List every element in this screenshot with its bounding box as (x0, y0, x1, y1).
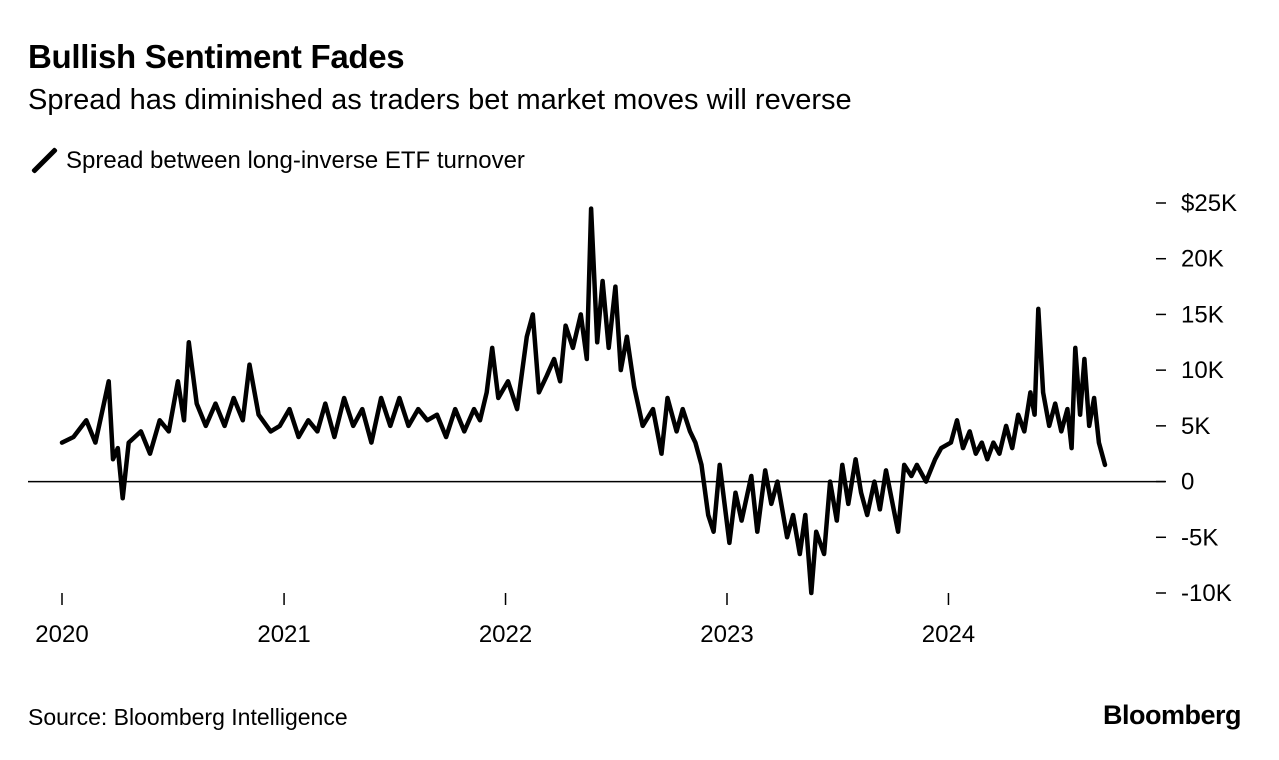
legend-series-label: Spread between long-inverse ETF turnover (66, 147, 525, 174)
chart-title: Bullish Sentiment Fades (28, 38, 405, 75)
x-tick-label: 2024 (922, 621, 975, 648)
y-tick-label: $25K (1181, 190, 1237, 217)
y-tick-label: 15K (1181, 301, 1224, 328)
source-note: Source: Bloomberg Intelligence (28, 704, 348, 730)
x-tick-label: 2022 (479, 621, 532, 648)
y-tick-label: 10K (1181, 357, 1224, 384)
series-line-0 (59, 206, 1108, 596)
y-tick-label: -5K (1181, 524, 1218, 551)
bloomberg-logo: Bloomberg (1102, 700, 1242, 730)
y-tick-label: 0 (1181, 469, 1194, 496)
chart-subtitle: Spread has diminished as traders bet mar… (28, 84, 852, 116)
y-tick-label: 5K (1181, 413, 1210, 440)
legend: Spread between long-inverse ETF turnover (28, 146, 525, 176)
x-tick-label: 2023 (700, 621, 753, 648)
x-tick-label: 2021 (257, 621, 310, 648)
y-tick-label: -10K (1181, 580, 1232, 607)
x-tick-label: 2020 (35, 621, 88, 648)
y-tick-label: 20K (1181, 246, 1224, 273)
